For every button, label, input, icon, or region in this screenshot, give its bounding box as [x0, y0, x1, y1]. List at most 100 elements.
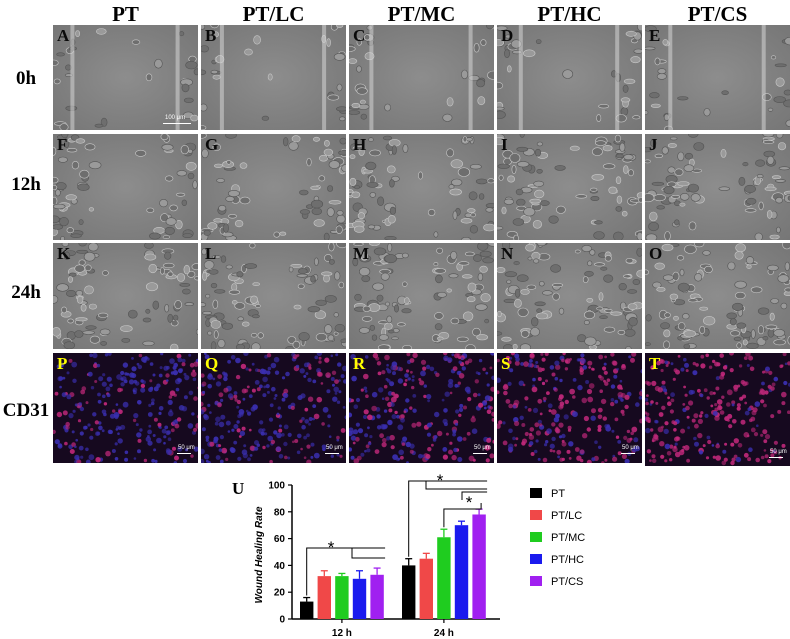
scale-bar [163, 123, 191, 124]
micrograph-panel: C [349, 25, 494, 130]
legend-swatch [530, 576, 542, 586]
significance-bracket [306, 547, 386, 596]
significance-star: * [328, 538, 335, 557]
micrograph-texture [349, 25, 494, 130]
micrograph-texture [201, 25, 346, 130]
scale-bar-label: 50 μm [474, 445, 491, 451]
bar-pt-hc [352, 578, 367, 619]
row-header-24h: 24h [11, 282, 41, 303]
scale-bar [769, 457, 783, 458]
row-header-0h: 0h [15, 68, 37, 89]
column-header-pt-lc: PT/LC [242, 2, 305, 26]
micrograph-texture [497, 25, 642, 130]
x-tick-label: 12 h [332, 628, 352, 639]
micrograph-panel: B [201, 25, 346, 130]
micrograph-panel: H [349, 134, 494, 240]
bar-pt-mc [335, 576, 349, 619]
legend-label: PT/MC [551, 532, 585, 544]
scale-bar-label: 50 μm [770, 449, 787, 455]
y-tick-label: 80 [274, 507, 286, 518]
micrograph-texture [352, 243, 494, 349]
scale-bar-label: 100 μm [165, 115, 186, 121]
bar-pt-mc [437, 537, 451, 619]
significance-star: * [466, 493, 473, 512]
panel-letter: B [205, 26, 217, 45]
micrograph-panel: F [53, 134, 198, 240]
micrograph-panel: G [201, 134, 346, 240]
bar-pt [402, 565, 416, 619]
significance-bracket [461, 491, 488, 500]
scale-bar-label: 50 μm [622, 445, 639, 451]
panel-letter: E [649, 26, 661, 45]
significance-bracket [443, 503, 482, 528]
panel-letter: J [649, 135, 658, 154]
micrograph-texture [497, 134, 642, 240]
micrograph-texture [53, 134, 198, 240]
micrograph-texture [201, 134, 346, 240]
scale-bar [177, 453, 191, 454]
micrograph-texture [53, 243, 198, 349]
micrograph-panel: J [645, 134, 790, 240]
panel-letter: O [649, 244, 663, 263]
row-header-12h: 12h [11, 174, 41, 195]
micrograph-panel: N [497, 243, 642, 349]
panel-letter: I [501, 135, 508, 154]
micrograph-texture [645, 243, 790, 349]
column-header-pt-cs: PT/CS [687, 2, 748, 26]
micrograph-panel: Q 50 μm [201, 353, 346, 463]
micrograph-panel: D [497, 25, 642, 130]
micrograph-texture [645, 134, 790, 240]
micrograph-panel: R 50 μm [349, 353, 494, 463]
legend-swatch [530, 488, 542, 498]
panel-letter: A [57, 26, 70, 45]
scale-bar [473, 453, 487, 454]
panel-letter: N [501, 244, 514, 263]
row-header-cd31: CD31 [2, 400, 50, 421]
y-tick-label: 40 [274, 561, 286, 572]
panel-letter: M [353, 244, 370, 263]
column-header-pt-hc: PT/HC [537, 2, 602, 26]
micrograph-panel: M [349, 243, 494, 349]
micrograph-texture [645, 353, 790, 466]
significance-bracket [408, 480, 488, 557]
panel-letter: R [353, 354, 366, 373]
micrograph-texture [349, 353, 494, 463]
y-tick-label: 20 [274, 588, 286, 599]
significance-bracket [351, 548, 386, 559]
column-header-pt-mc: PT/MC [387, 2, 456, 26]
panel-letter: P [57, 354, 68, 373]
micrograph-panel: S 50 μm [497, 353, 642, 463]
bar-pt [300, 601, 314, 619]
legend-swatch [530, 532, 542, 542]
micrograph-panel: P 50 μm [53, 353, 198, 463]
scale-bar-label: 50 μm [178, 445, 195, 451]
micrograph-texture [201, 353, 346, 463]
micrograph-panel: I [497, 134, 642, 240]
bar-pt-lc [317, 576, 331, 619]
panel-letter: D [501, 26, 514, 45]
panel-letter: C [353, 26, 366, 45]
legend-label: PT/LC [551, 510, 582, 522]
micrograph-texture [53, 25, 198, 130]
panel-letter: K [57, 244, 71, 263]
bar-pt-cs [370, 574, 384, 619]
chart-y-label: Wound Healing Rate [254, 506, 265, 603]
significance-bracket [425, 481, 488, 490]
scale-bar-label: 50 μm [326, 445, 343, 451]
micrograph-texture [349, 135, 494, 240]
y-tick-label: 100 [268, 481, 285, 492]
micrograph-texture [201, 243, 346, 349]
legend-swatch [530, 554, 542, 564]
micrograph-panel: T 50 μm [645, 353, 790, 466]
legend-swatch [530, 510, 542, 520]
micrograph-panel: L [201, 243, 346, 349]
chart-panel-letter: U [232, 479, 244, 498]
panel-letter: H [353, 135, 367, 154]
panel-letter: T [649, 354, 661, 373]
legend-label: PT/HC [551, 554, 584, 566]
panel-letter: Q [205, 354, 219, 373]
micrograph-texture [645, 25, 790, 130]
panel-letter: L [205, 244, 217, 263]
panel-letter: F [57, 135, 68, 154]
x-tick-label: 24 h [434, 628, 454, 639]
